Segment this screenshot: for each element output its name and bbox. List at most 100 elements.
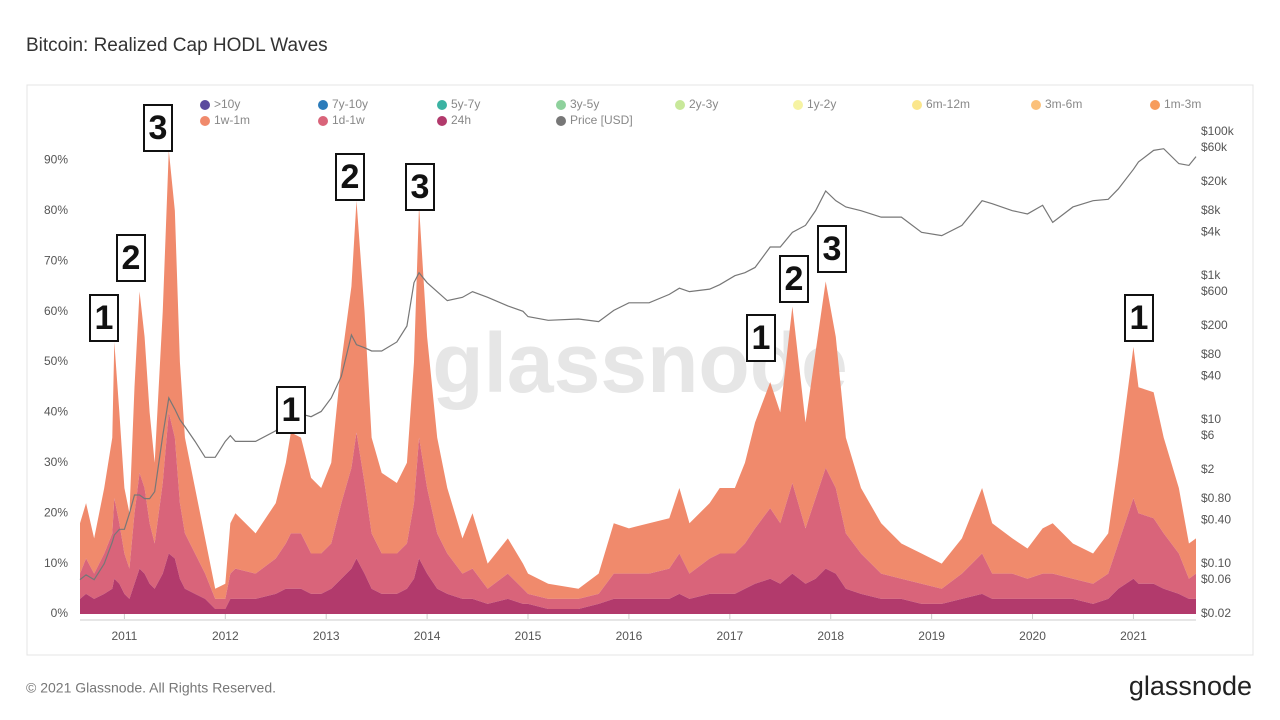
y2-tick-label: $2 [1201,462,1215,476]
annotation: 1 [276,386,306,434]
legend-label: 3m-6m [1045,97,1082,111]
annotation-box [143,104,173,152]
annotation: 2 [116,234,146,282]
y2-tick-label: $1k [1201,268,1221,282]
x-tick-label: 2016 [616,629,643,643]
legend-swatch [1150,100,1160,110]
annotation-label: 3 [149,109,168,147]
annotation-box [89,294,119,342]
annotation: 3 [817,225,847,273]
y2-tick-label: $80 [1201,347,1221,361]
legend-swatch [556,116,566,126]
price-line [79,148,1197,581]
legend-label: 3y-5y [570,97,599,111]
x-tick-label: 2013 [313,629,340,643]
annotation-box [779,255,809,303]
annotation-label: 2 [122,239,141,277]
legend-swatch [556,100,566,110]
y2-tick-label: $20k [1201,174,1228,188]
x-tick-label: 2020 [1019,629,1046,643]
legend-label: 1m-3m [1164,97,1201,111]
legend-label: 1y-2y [807,97,836,111]
y2-tick-label: $0.40 [1201,512,1231,526]
annotation-box [405,163,435,211]
annotation-box [116,234,146,282]
legend-label: 1w-1m [214,113,250,127]
y2-tick-label: $10 [1201,412,1221,426]
x-tick-label: 2015 [515,629,542,643]
annotation: 2 [779,255,809,303]
y2-tick-label: $4k [1201,224,1221,238]
area [80,150,1196,599]
y-tick-label: 60% [44,304,68,318]
chart-title: Bitcoin: Realized Cap HODL Waves [26,35,328,56]
legend-label: 7y-10y [332,97,368,111]
legend-label: 1d-1w [332,113,365,127]
annotation: 3 [405,163,435,211]
legend-swatch [437,100,447,110]
y-tick-label: 10% [44,556,68,570]
y-tick-label: 0% [51,606,69,620]
watermark: glassnode [432,316,847,410]
legend-label: 5y-7y [451,97,480,111]
y2-tick-label: $60k [1201,140,1228,154]
area [80,553,1196,614]
y2-tick-label: $600 [1201,284,1228,298]
legend-label: Price [USD] [570,113,633,127]
legend-swatch [200,116,210,126]
y2-tick-label: $0.06 [1201,572,1231,586]
y-tick-label: 20% [44,505,68,519]
footer: © 2021 Glassnode. All Rights Reserved. [26,680,276,696]
chart-frame [26,84,1254,656]
x-tick-label: 2017 [716,629,743,643]
x-tick-label: 2011 [111,629,137,643]
annotation: 3 [143,104,173,152]
y2-tick-label: $8k [1201,203,1221,217]
y2-tick-label: $6 [1201,428,1215,442]
y2-tick-label: $200 [1201,318,1228,332]
legend-swatch [912,100,922,110]
legend-swatch [200,100,210,110]
annotation-box [335,153,365,201]
annotation: 1 [1124,294,1154,342]
x-tick-label: 2012 [212,629,239,643]
y-tick-label: 40% [44,405,68,419]
area [80,412,1196,609]
annotation-box [276,386,306,434]
y2-tick-label: $0.80 [1201,491,1231,505]
annotation: 2 [335,153,365,201]
legend-swatch [675,100,685,110]
y2-tick-label: $0.02 [1201,606,1231,620]
annotation-label: 3 [411,168,430,206]
annotation-label: 2 [341,158,360,196]
annotation-label: 1 [752,319,771,357]
y2-tick-label: $0.10 [1201,556,1231,570]
y2-tick-label: $40 [1201,368,1221,382]
legend-swatch [793,100,803,110]
y-tick-label: 80% [44,203,68,217]
legend-swatch [1031,100,1041,110]
annotation-label: 2 [785,260,804,298]
logo: glassnode [1129,671,1252,701]
legend-swatch [318,100,328,110]
x-tick-label: 2018 [817,629,844,643]
annotation-label: 1 [1130,299,1149,337]
annotation-label: 3 [823,230,842,268]
legend-label: >10y [214,97,240,111]
annotation-box [746,314,776,362]
annotation-box [817,225,847,273]
y-tick-label: 30% [44,455,68,469]
annotation-label: 1 [282,391,301,429]
legend-label: 24h [451,113,471,127]
x-tick-label: 2019 [918,629,945,643]
annotation: 1 [746,314,776,362]
x-tick-label: 2021 [1120,629,1147,643]
legend-label: 6m-12m [926,97,970,111]
y2-tick-label: $100k [1201,124,1235,138]
y-tick-label: 70% [44,253,68,267]
x-tick-label: 2014 [414,629,441,643]
legend-swatch [437,116,447,126]
annotation: 1 [89,294,119,342]
y-tick-label: 90% [44,153,68,167]
